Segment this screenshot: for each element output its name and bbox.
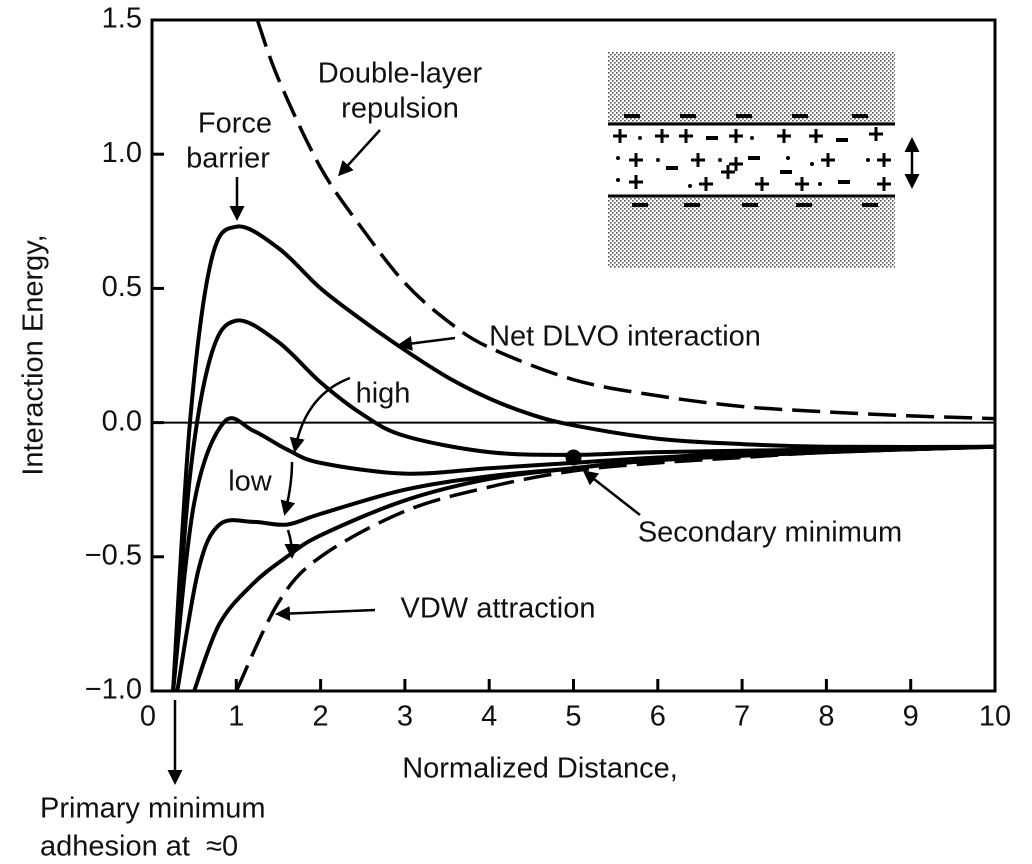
x-tick-label: 9	[903, 701, 919, 733]
annotation: low	[228, 466, 273, 498]
x-tick-label: 8	[818, 701, 834, 733]
x-axis-title: Normalized Distance,	[402, 753, 678, 785]
x-tick-label: 6	[650, 701, 666, 733]
annotation: Force	[198, 108, 272, 140]
annotation: adhesion at ≈0	[40, 831, 238, 863]
curve	[194, 447, 995, 691]
y-tick-label: −0.5	[85, 539, 142, 571]
y-tick-label: 0.5	[102, 271, 142, 303]
x-tick-label: 7	[734, 701, 750, 733]
y-tick-label: 1.0	[102, 137, 142, 169]
x-tick-label: 0	[140, 701, 156, 733]
y-tick-label: −1.0	[85, 674, 142, 706]
x-tick-label: 3	[397, 701, 413, 733]
y-axis-title: Interaction Energy,	[18, 234, 50, 475]
y-tick-label: 0.0	[102, 405, 142, 437]
annotation: Secondary minimum	[638, 517, 902, 549]
curve	[173, 320, 995, 691]
curve	[236, 447, 995, 691]
curve	[173, 418, 995, 691]
annotation: VDW attraction	[401, 593, 596, 625]
annotation: high	[356, 378, 411, 410]
x-tick-label: 1	[228, 701, 244, 733]
x-tick-label: 5	[565, 701, 581, 733]
chart: Normalized Distance, Interaction Energy,…	[0, 0, 1032, 864]
curve	[177, 447, 995, 691]
x-tick-label: 10	[979, 701, 1011, 733]
annotation: Primary minimum	[40, 793, 266, 825]
annotation: Net DLVO interaction	[489, 321, 761, 353]
inset-diagram	[608, 52, 912, 268]
annotation: Double-layer	[318, 58, 483, 90]
x-tick-label: 4	[481, 701, 497, 733]
annotation: repulsion	[341, 93, 459, 125]
secondary-minimum-point	[566, 449, 582, 465]
annotation: barrier	[186, 143, 270, 175]
x-tick-label: 2	[313, 701, 329, 733]
y-tick-label: 1.5	[102, 3, 142, 35]
